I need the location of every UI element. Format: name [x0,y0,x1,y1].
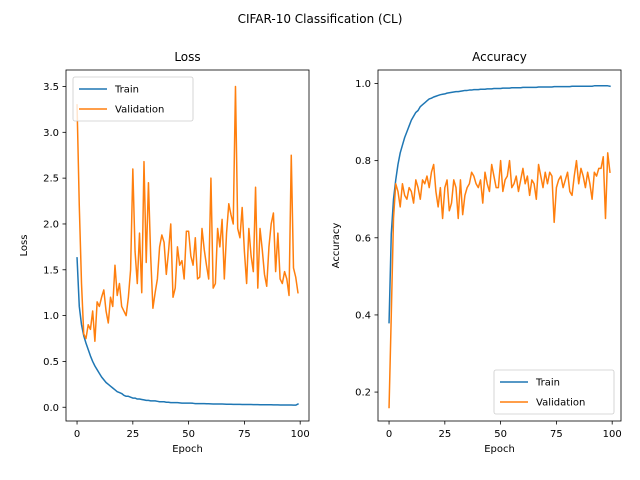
accuracy-x-axis-label: Epoch [484,444,515,455]
accuracy-x-tick-label: 0 [386,429,392,440]
loss-chart-title: Loss [174,50,200,64]
loss-legend-label-train: Train [114,85,139,96]
accuracy-x-tick-label: 25 [438,429,451,440]
loss-y-tick-label: 0.0 [43,403,59,414]
accuracy-chart: 0 25 50 75 100 0.2 0.4 0.6 0.8 1.0 Accuracy Epoch Ac… [331,50,622,455]
loss-axes-frame [65,69,310,422]
loss-legend-box [72,76,194,122]
loss-y-tick-label: 2.0 [43,220,59,231]
figure-suptitle: CIFAR-10 Classification (CL) [238,12,403,26]
accuracy-chart-title: Accuracy [472,50,527,64]
loss-y-tick-label: 1.0 [43,311,59,322]
accuracy-x-tick-label: 100 [603,429,622,440]
loss-y-tick-label: 3.5 [43,82,59,93]
loss-y-axis-label: Loss [19,235,30,257]
loss-legend-label-validation: Validation [115,105,164,116]
accuracy-y-tick-label: 0.8 [355,156,371,167]
accuracy-y-tick-label: 1.0 [355,79,371,90]
accuracy-y-axis-label: Accuracy [331,223,342,269]
accuracy-y-tick-label: 0.4 [355,311,371,322]
loss-y-tick-label: 3.0 [43,128,59,139]
loss-x-axis-label: Epoch [172,444,203,455]
loss-x-tick-label: 0 [74,429,80,440]
loss-x-tick-label: 100 [291,429,310,440]
accuracy-legend: Train Validation [493,369,615,415]
accuracy-series-train-line [388,85,611,324]
accuracy-y-tick-label: 0.6 [355,233,371,244]
loss-x-tick-label: 75 [238,429,251,440]
accuracy-legend-label-train: Train [535,378,560,389]
loss-series-validation-line [76,85,299,343]
loss-y-tick-label: 2.5 [43,174,59,185]
loss-y-tick-label: 1.5 [43,265,59,276]
loss-chart: 0 25 50 75 100 0.0 0.5 1.0 1.5 2.0 2.5 3.0 3.5 Loss Ep… [19,50,310,455]
accuracy-y-tick-label: 0.2 [355,388,371,399]
accuracy-legend-label-validation: Validation [536,398,585,409]
accuracy-x-tick-label: 75 [550,429,563,440]
loss-x-tick-label: 25 [126,429,139,440]
loss-series-train-line [76,257,299,406]
loss-y-tick-label: 0.5 [43,357,59,368]
accuracy-legend-box [493,369,615,415]
accuracy-x-tick-label: 50 [494,429,507,440]
accuracy-series-validation-line [388,152,611,409]
loss-x-tick-label: 50 [182,429,195,440]
accuracy-axes-frame [377,69,622,422]
loss-legend: Train Validation [72,76,194,122]
